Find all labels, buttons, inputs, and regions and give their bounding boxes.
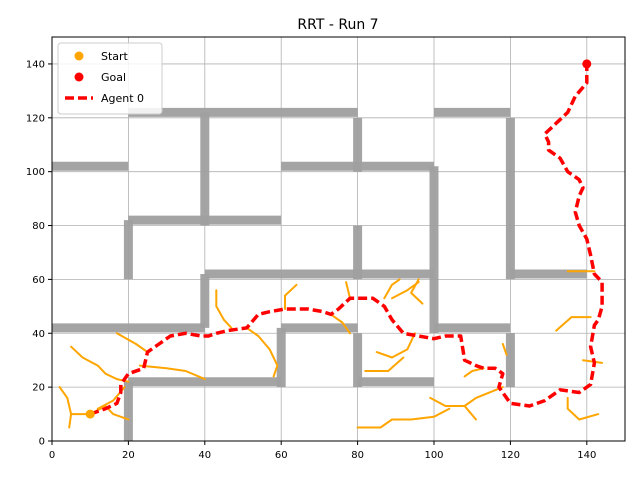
y-tick-label: 40 — [32, 329, 45, 340]
axes-frame — [51, 36, 626, 442]
x-tick-label: 60 — [275, 450, 288, 461]
x-tick-label: 140 — [577, 450, 596, 461]
legend-label: Start — [101, 50, 129, 63]
chart-title: RRT - Run 7 — [297, 17, 378, 33]
tree-branch — [345, 281, 351, 300]
x-tick-label: 100 — [424, 450, 443, 461]
tree-branch — [284, 283, 298, 310]
tree-branch — [410, 278, 424, 305]
tree-branch — [356, 407, 451, 429]
x-tick-label: 20 — [122, 450, 135, 461]
legend-label: Goal — [101, 71, 126, 84]
tree-branch — [58, 386, 92, 416]
x-tick-label: 0 — [49, 450, 55, 461]
y-tick-label: 80 — [32, 221, 45, 232]
tree-branch — [383, 278, 401, 300]
legend-marker-goal — [74, 72, 84, 82]
tree-branch — [501, 343, 508, 356]
tree-branch — [115, 332, 149, 354]
tree-branch — [138, 364, 206, 381]
y-tick-label: 0 — [39, 437, 45, 448]
rrt-tree — [58, 270, 604, 429]
tree-branch — [215, 289, 233, 329]
start-marker — [85, 409, 95, 419]
y-tick-label: 120 — [26, 113, 45, 124]
maze-walls — [52, 107, 587, 441]
legend: Start Goal Agent 0 — [57, 42, 163, 115]
tree-branch — [566, 396, 600, 421]
tree-branch — [463, 405, 477, 421]
axis-ticks: 0 20 40 60 80 100 120 140 0 20 40 60 80 100 120 140 — [26, 59, 596, 461]
y-tick-label: 100 — [26, 167, 45, 178]
legend-label: Agent 0 — [101, 92, 144, 105]
agent-0-path — [89, 63, 604, 416]
x-tick-label: 80 — [351, 450, 364, 461]
x-tick-label: 40 — [198, 450, 211, 461]
y-tick-label: 60 — [32, 275, 45, 286]
tree-branch — [245, 326, 279, 378]
x-tick-label: 120 — [501, 450, 520, 461]
y-tick-label: 20 — [32, 383, 45, 394]
tree-branch — [329, 313, 351, 335]
tree-branch — [375, 332, 416, 359]
tree-branch — [364, 356, 405, 372]
tree-branch — [555, 316, 592, 332]
y-tick-label: 140 — [26, 59, 45, 70]
tree-branch — [68, 413, 73, 429]
tree-branch — [429, 386, 504, 407]
agent-0-path-line — [89, 63, 604, 416]
tree-branch — [70, 345, 130, 383]
tree-branch — [463, 367, 485, 378]
start-goal-markers — [85, 59, 592, 419]
legend-marker-start — [74, 51, 84, 61]
goal-marker — [582, 59, 592, 69]
